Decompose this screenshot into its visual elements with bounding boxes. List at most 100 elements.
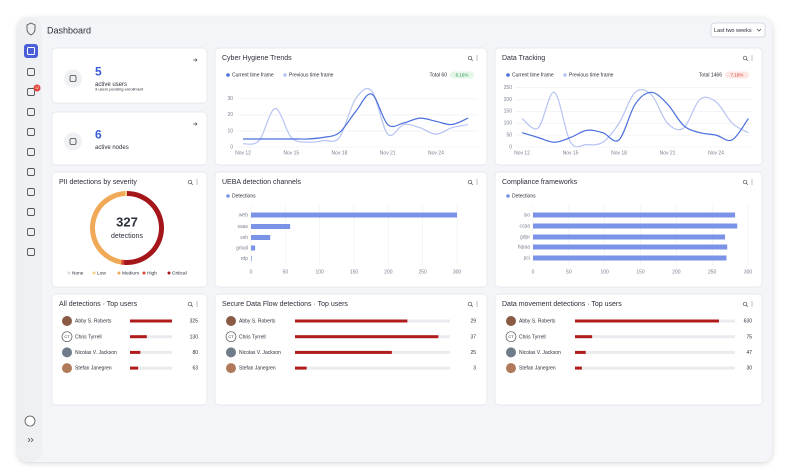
avatar: [225, 331, 237, 343]
value: 30: [746, 366, 752, 372]
value: 325: [190, 319, 199, 325]
user-name: Nicolas V. Jackson: [239, 350, 281, 356]
bar: [533, 223, 738, 229]
legend-dot: [226, 73, 230, 77]
x-tick-label: 100: [600, 269, 609, 275]
y-tick-label: 200: [504, 97, 513, 103]
menu-dot[interactable]: [476, 301, 478, 303]
search-icon[interactable]: [742, 179, 748, 185]
y-tick-label: web: [239, 212, 248, 218]
menu-dot[interactable]: [196, 183, 198, 185]
nav-icon[interactable]: [27, 108, 35, 116]
nav-active[interactable]: [24, 44, 38, 58]
y-tick-label: saas: [237, 224, 248, 230]
nav-icon[interactable]: [27, 208, 35, 216]
menu-dot[interactable]: [751, 301, 753, 303]
x-tick-label: Nov 12: [514, 150, 530, 156]
card-title: PII detections by severity: [59, 179, 137, 186]
change: 6.16%: [456, 72, 469, 77]
legend-label: None: [72, 271, 84, 277]
bar: [575, 319, 719, 323]
menu-dot[interactable]: [751, 55, 753, 57]
x-tick-label: 0: [532, 269, 535, 275]
bar: [295, 366, 307, 370]
user-name: Stefan Janegren: [239, 366, 276, 372]
nav-icon[interactable]: [27, 88, 35, 96]
y-tick-label: 30: [227, 96, 233, 102]
bar: [130, 319, 172, 323]
card-title: Secure Data Flow detections · Top users: [222, 301, 348, 308]
menu-dot[interactable]: [751, 303, 753, 305]
y-tick-label: 10: [227, 128, 233, 134]
search-icon[interactable]: [467, 301, 473, 307]
legend-label: Detections: [512, 194, 536, 200]
search-icon[interactable]: [467, 179, 473, 185]
nav-icon[interactable]: [27, 228, 35, 236]
bar-track: [575, 350, 735, 354]
menu-dot[interactable]: [751, 305, 753, 307]
menu-dot[interactable]: [196, 303, 198, 305]
nav-icon[interactable]: [27, 47, 35, 55]
user-name: Chris Tyrrell: [239, 334, 266, 340]
donut-segment: [90, 191, 126, 265]
menu-dot[interactable]: [476, 179, 478, 181]
search-icon[interactable]: [467, 55, 473, 61]
x-tick-label: Nov 12: [235, 150, 251, 156]
bar: [130, 350, 141, 354]
donut-segment: [120, 259, 125, 265]
search-icon[interactable]: [742, 55, 748, 61]
avatar: [226, 363, 236, 374]
nav-icon[interactable]: [27, 188, 35, 196]
search-handle: [471, 305, 474, 308]
stat-icon: [69, 75, 77, 82]
avatar: [226, 347, 236, 358]
nav-icon[interactable]: [27, 168, 35, 176]
collapse-icon[interactable]: [27, 437, 34, 443]
legend-dot: [167, 271, 171, 275]
x-tick-label: 100: [315, 269, 324, 275]
user-name: Stefan Janegren: [519, 366, 556, 372]
menu-dot[interactable]: [476, 183, 478, 185]
donut-segment: [123, 191, 164, 266]
menu-dot[interactable]: [476, 57, 478, 59]
menu-dot[interactable]: [196, 181, 198, 183]
bar: [575, 366, 582, 370]
y-tick-label: hipaa: [518, 244, 530, 250]
menu-dot[interactable]: [476, 59, 478, 61]
open-arrow[interactable]: [193, 58, 198, 62]
menu-dot[interactable]: [476, 303, 478, 305]
card-title: Cyber Hygiene Trends: [222, 55, 292, 62]
search-icon[interactable]: [742, 301, 748, 307]
avatar: [506, 316, 516, 326]
menu-dot[interactable]: [751, 179, 753, 181]
menu-dot[interactable]: [476, 305, 478, 307]
menu-dot[interactable]: [476, 181, 478, 183]
nav-icon[interactable]: [27, 248, 35, 256]
legend-label: Low: [97, 271, 106, 277]
range-select[interactable]: [710, 22, 766, 38]
stat-value: 5: [95, 65, 102, 79]
nav-icon[interactable]: [27, 148, 35, 156]
search-icon[interactable]: [187, 301, 193, 307]
menu-dot[interactable]: [196, 305, 198, 307]
menu-dot[interactable]: [751, 183, 753, 185]
menu-dot[interactable]: [751, 59, 753, 61]
legend-label: Previous time frame: [289, 73, 334, 79]
bar: [251, 212, 457, 218]
menu-dot[interactable]: [751, 57, 753, 59]
card-title: Data Tracking: [502, 55, 545, 62]
bar: [533, 255, 727, 261]
nav-icon[interactable]: [27, 128, 35, 136]
nav-badge-bg: [33, 84, 41, 92]
menu-dot[interactable]: [751, 181, 753, 183]
menu-dot[interactable]: [196, 179, 198, 181]
menu-dot[interactable]: [196, 301, 198, 303]
x-tick-label: 50: [566, 269, 572, 275]
user-avatar[interactable]: [24, 415, 36, 427]
open-arrow[interactable]: [193, 122, 198, 126]
nav-icon[interactable]: [27, 68, 35, 76]
x-tick-label: 250: [708, 269, 717, 275]
stat-note: 3 users pending enrollment: [95, 87, 144, 92]
menu-dot[interactable]: [476, 55, 478, 57]
search-icon[interactable]: [187, 179, 193, 185]
